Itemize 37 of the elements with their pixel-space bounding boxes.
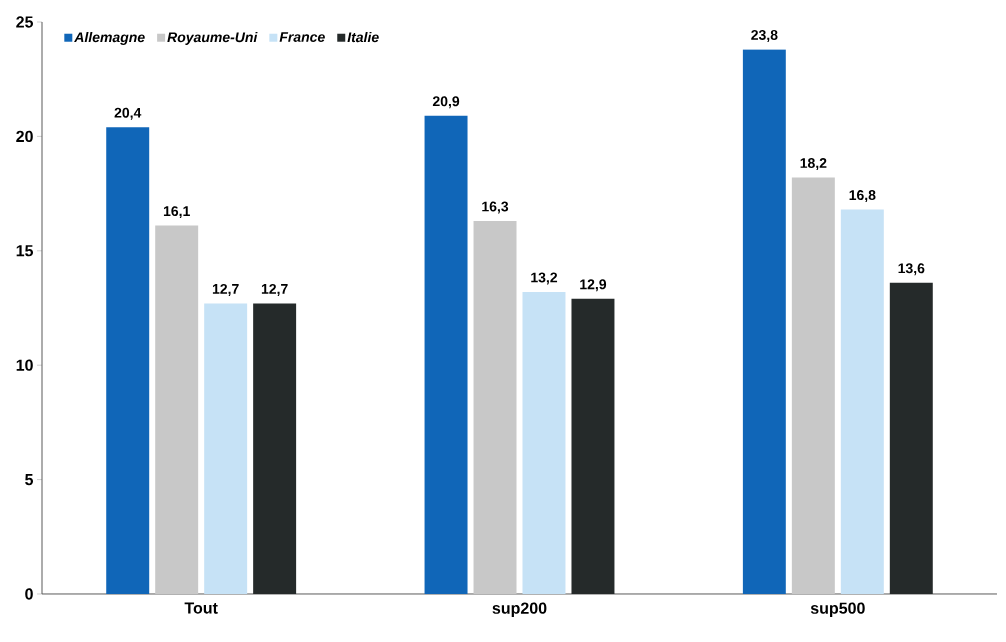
bar — [522, 291, 566, 594]
data-label: 13,6 — [898, 263, 925, 276]
legend-label: Italie — [347, 31, 379, 43]
y-tick-label: 25 — [16, 16, 34, 28]
legend-label: Royaume-Uni — [167, 31, 258, 45]
bar — [742, 49, 786, 594]
data-label: 12,7 — [261, 283, 288, 296]
data-label: 20,9 — [432, 96, 460, 109]
bar — [473, 221, 517, 594]
bar — [155, 225, 199, 594]
data-label: 18,2 — [800, 158, 827, 171]
bar — [253, 303, 297, 594]
bar — [840, 209, 884, 594]
data-label: 23,8 — [751, 29, 778, 42]
bar — [424, 115, 468, 594]
data-label: 12,9 — [580, 279, 607, 292]
bar — [204, 303, 248, 594]
x-tick-label: sup500 — [810, 602, 865, 618]
y-tick-label: 15 — [16, 245, 34, 257]
legend-label: France — [279, 32, 325, 42]
bar — [791, 177, 835, 594]
bar — [106, 127, 150, 594]
data-label: 16,8 — [849, 190, 876, 203]
y-tick-label: 0 — [25, 588, 33, 600]
data-label: 20,4 — [114, 107, 142, 120]
data-label: 12,7 — [212, 283, 239, 296]
bar — [571, 298, 615, 594]
x-tick-label: sup200 — [492, 602, 547, 618]
y-tick-label: 20 — [16, 130, 33, 143]
y-tick-label: 10 — [16, 359, 33, 371]
data-label: 13,2 — [531, 272, 558, 285]
data-label: 16,1 — [163, 206, 190, 219]
x-tick-label: Tout — [184, 602, 218, 614]
data-label: 16,3 — [482, 201, 509, 214]
y-tick-label: 5 — [25, 474, 34, 486]
legend-label: Allemagne — [74, 31, 145, 45]
bar — [889, 282, 933, 594]
